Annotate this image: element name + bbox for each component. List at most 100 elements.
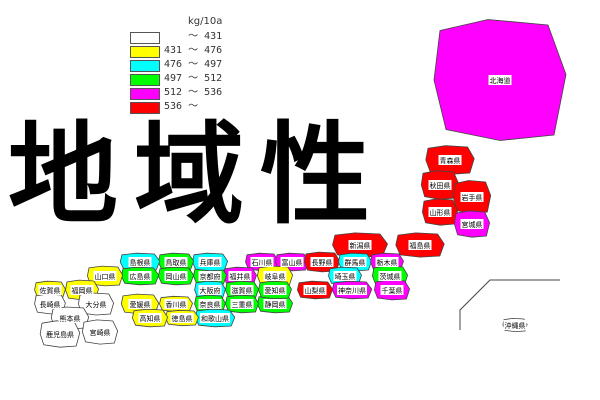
prefecture-label: 山口県 — [95, 272, 116, 281]
prefecture-label-bg — [303, 285, 327, 295]
prefecture-label: 福井県 — [230, 272, 251, 281]
prefecture-label-bg — [230, 299, 254, 309]
legend-item: 476 ～ 497 — [130, 59, 270, 73]
prefecture-label-bg — [84, 299, 108, 309]
prefecture-label: 埼玉県 — [335, 272, 356, 281]
prefecture-label-bg — [138, 313, 162, 323]
prefecture-label-bg — [38, 285, 62, 295]
prefecture-label: 石川県 — [252, 259, 273, 267]
prefecture-label-bg — [38, 299, 62, 309]
prefecture-label-bg — [250, 257, 274, 267]
prefecture-label-bg — [280, 257, 304, 267]
prefecture-label-bg — [70, 285, 94, 295]
legend-item: 497 ～ 512 — [130, 73, 270, 87]
prefecture-label: 京都府 — [200, 272, 221, 281]
prefecture-label: 静岡県 — [265, 300, 286, 309]
prefecture-label: 宮城県 — [462, 220, 483, 229]
prefecture-label: 福島県 — [410, 241, 431, 250]
prefecture-label: 岩手県 — [462, 193, 483, 202]
legend-item: 512 ～ 536 — [130, 87, 270, 101]
prefecture-label: 長崎県 — [40, 300, 61, 309]
prefecture-label: 大阪府 — [200, 286, 221, 295]
prefecture-label-bg — [128, 257, 152, 267]
okinawa-inset-border — [459, 279, 560, 330]
prefecture-label: 長野県 — [312, 259, 333, 267]
legend-label: ～ 431 — [164, 31, 223, 42]
prefecture-label: 神奈川県 — [338, 286, 366, 295]
prefecture-label: 沖縄県 — [505, 321, 526, 330]
prefecture-label-bg — [263, 285, 287, 295]
prefecture-label-bg — [198, 271, 222, 281]
prefecture-label-bg — [164, 257, 188, 267]
prefecture-label: 大分県 — [86, 300, 107, 309]
prefecture-label: 奈良県 — [200, 300, 221, 309]
prefecture-label-bg — [88, 327, 112, 337]
prefecture-label: 香川県 — [166, 300, 187, 309]
prefecture-label: 愛媛県 — [130, 300, 151, 309]
prefecture-label: 新潟県 — [350, 241, 371, 250]
prefecture-label-bg — [503, 320, 527, 330]
legend-swatch — [130, 74, 160, 86]
prefecture-label-bg — [198, 257, 222, 267]
prefecture-label-bg — [348, 240, 372, 250]
prefecture-label-bg — [310, 257, 334, 267]
prefecture-label-bg — [337, 285, 367, 295]
prefecture-label-bg — [378, 271, 402, 281]
prefecture-label: 徳島県 — [172, 314, 193, 323]
prefecture-label: 秋田県 — [430, 181, 451, 190]
prefecture-label: 岐阜県 — [265, 272, 286, 281]
prefecture-label-bg — [230, 285, 254, 295]
prefecture-label-bg — [128, 299, 152, 309]
legend-item: ～ 431 — [130, 31, 270, 45]
legend-item: 536 ～ — [130, 101, 270, 115]
prefecture-label-bg — [438, 155, 462, 165]
legend-swatch — [130, 60, 160, 72]
prefecture-label: 三重県 — [232, 301, 253, 309]
prefecture-label-bg — [460, 192, 484, 202]
prefecture-label-bg — [228, 271, 252, 281]
prefecture-label-bg — [198, 285, 222, 295]
prefecture-label-bg — [375, 257, 399, 267]
prefecture-label-bg — [263, 271, 287, 281]
prefecture-label-bg — [58, 313, 82, 323]
prefecture-label-bg — [380, 285, 404, 295]
prefecture-label-bg — [128, 271, 152, 281]
prefecture-label: 高知県 — [140, 314, 161, 323]
legend-swatch — [130, 32, 160, 44]
prefecture-label: 鳥取県 — [166, 258, 187, 267]
prefecture-label: 茨城県 — [380, 272, 401, 281]
legend-swatch — [130, 102, 160, 114]
legend-swatch — [130, 88, 160, 100]
prefecture-label: 青森県 — [440, 156, 461, 165]
prefecture-label-bg — [170, 313, 194, 323]
calligraphy-title: 地域性 — [8, 110, 386, 239]
legend-label: 512 ～ 536 — [164, 87, 223, 98]
prefecture-label: 千葉県 — [382, 286, 403, 295]
prefecture-label-bg — [93, 271, 117, 281]
prefecture-label: 群馬県 — [345, 258, 366, 267]
prefecture-label: 山形県 — [430, 208, 451, 217]
prefecture-label: 和歌山県 — [201, 314, 229, 323]
prefecture-label-bg — [428, 180, 452, 190]
prefecture-label: 北海道 — [490, 76, 511, 85]
prefecture-label: 栃木県 — [377, 258, 398, 267]
prefecture-label-bg — [45, 329, 75, 339]
prefecture-label-bg — [488, 75, 512, 85]
prefecture-label-bg — [263, 299, 287, 309]
prefecture-label: 佐賀県 — [40, 286, 61, 295]
prefecture-label-bg — [428, 207, 452, 217]
prefecture-label-bg — [164, 299, 188, 309]
legend-swatch — [130, 46, 160, 58]
legend-label: 476 ～ 497 — [164, 59, 223, 70]
prefecture-label: 熊本県 — [60, 314, 81, 323]
legend-label: 431 ～ 476 — [164, 45, 223, 56]
prefecture-label: 岡山県 — [166, 272, 187, 281]
prefecture-label-bg — [164, 271, 188, 281]
legend-unit: kg/10a — [188, 16, 223, 27]
prefecture-label: 鹿児島県 — [46, 330, 74, 339]
prefecture-label-bg — [198, 299, 222, 309]
prefecture-label: 山梨県 — [305, 286, 326, 295]
